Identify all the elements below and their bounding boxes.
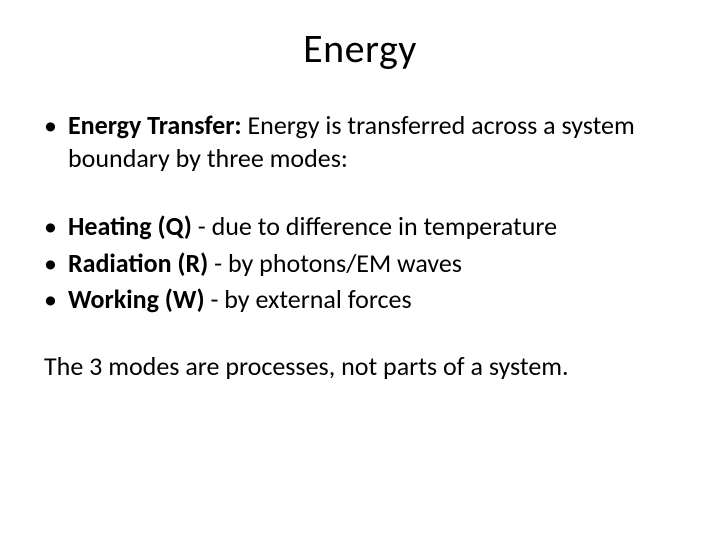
mode-rest: - by photons/EM waves bbox=[208, 247, 462, 279]
spacer bbox=[40, 178, 680, 210]
slide: Energy Energy Transfer: Energy is transf… bbox=[0, 0, 720, 540]
modes-list: Heating (Q) - due to difference in tempe… bbox=[40, 210, 680, 316]
intro-bold: Energy Transfer: bbox=[68, 109, 242, 141]
list-item: Heating (Q) - due to difference in tempe… bbox=[40, 210, 680, 243]
footer-text: The 3 modes are processes, not parts of … bbox=[40, 350, 680, 383]
list-item: Radiation (R) - by photons/EM waves bbox=[40, 247, 680, 280]
mode-bold: Working (W) bbox=[68, 283, 210, 315]
mode-rest: - by external forces bbox=[210, 283, 411, 315]
list-item: Working (W) - by external forces bbox=[40, 283, 680, 316]
page-title: Energy bbox=[40, 24, 680, 73]
list-item: Energy Transfer: Energy is transferred a… bbox=[40, 109, 680, 174]
bullet-list: Energy Transfer: Energy is transferred a… bbox=[40, 109, 680, 174]
mode-bold: Heating (Q) bbox=[68, 210, 192, 242]
mode-bold: Radiation (R) bbox=[68, 247, 208, 279]
mode-rest: - due to difference in temperature bbox=[192, 210, 557, 242]
